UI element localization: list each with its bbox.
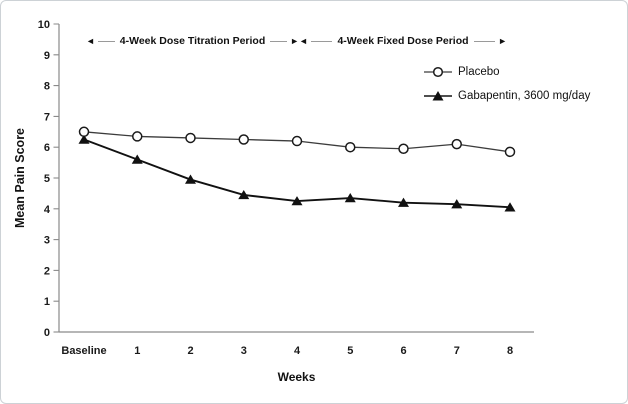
x-tick-label: 6 <box>400 345 406 357</box>
series-marker <box>291 135 303 147</box>
series-marker <box>504 146 516 158</box>
annotation-label: 4-Week Fixed Dose Period <box>337 35 469 47</box>
y-tick-label: 10 <box>38 19 50 31</box>
series-marker <box>504 202 516 212</box>
y-tick-label: 5 <box>44 173 50 185</box>
series-marker <box>291 196 303 206</box>
left-arrowhead-icon: ◄ <box>299 35 308 46</box>
filled-triangle-marker-icon <box>424 91 452 101</box>
y-tick-label: 7 <box>44 111 50 123</box>
series-marker <box>398 197 409 207</box>
left-arrowhead-icon: ◄ <box>86 35 95 46</box>
annotation-label: 4-Week Dose Titration Period <box>119 35 266 47</box>
legend-label: Placebo <box>458 66 500 78</box>
x-tick-label: 8 <box>507 345 513 357</box>
x-tick-label: 3 <box>241 345 247 357</box>
y-tick-label: 1 <box>44 296 50 308</box>
y-tick-label: 4 <box>44 204 51 216</box>
x-tick-label: 2 <box>187 345 193 357</box>
y-tick-label: 0 <box>44 327 50 339</box>
x-tick-label: 1 <box>134 345 140 357</box>
series-marker <box>345 141 356 153</box>
arrow-line <box>270 40 288 42</box>
y-tick-label: 2 <box>44 265 50 277</box>
series-marker <box>131 154 143 164</box>
legend: Placebo Gabapentin, 3600 mg/day <box>424 66 590 102</box>
y-axis-title: Mean Pain Score <box>13 127 27 229</box>
y-tick-label: 6 <box>44 142 50 154</box>
series-marker <box>238 189 250 200</box>
x-tick-label: Baseline <box>61 345 106 357</box>
arrow-line <box>97 40 115 42</box>
arrow-line <box>310 40 333 42</box>
x-axis-title: Weeks <box>277 370 316 384</box>
x-tick-label: 5 <box>347 345 353 357</box>
series-marker <box>78 126 90 138</box>
open-circle-marker-icon <box>424 66 452 78</box>
series-marker <box>78 134 90 144</box>
legend-item-gabapentin: Gabapentin, 3600 mg/day <box>424 90 590 102</box>
y-tick-label: 3 <box>44 235 50 247</box>
series-marker <box>451 138 462 150</box>
series-marker <box>185 132 196 144</box>
legend-label: Gabapentin, 3600 mg/day <box>458 90 591 102</box>
y-tick-label: 9 <box>44 50 50 62</box>
series-marker <box>185 174 196 184</box>
right-arrowhead-icon: ► <box>290 35 300 46</box>
series-marker <box>451 199 463 209</box>
series-marker <box>132 131 143 142</box>
arrow-line <box>473 40 496 42</box>
x-tick-label: 7 <box>454 345 460 357</box>
series-marker <box>344 193 356 203</box>
x-tick-label: 4 <box>294 345 301 357</box>
legend-item-placebo: Placebo <box>424 66 590 78</box>
dose-titration-period-annotation: ◄ 4-Week Dose Titration Period ► <box>86 34 299 48</box>
right-arrowhead-icon: ► <box>498 35 508 46</box>
series-marker <box>238 134 249 145</box>
fixed-dose-period-annotation: ◄ 4-Week Fixed Dose Period ► <box>299 34 507 48</box>
series-marker <box>398 143 409 154</box>
y-tick-label: 8 <box>44 81 50 93</box>
